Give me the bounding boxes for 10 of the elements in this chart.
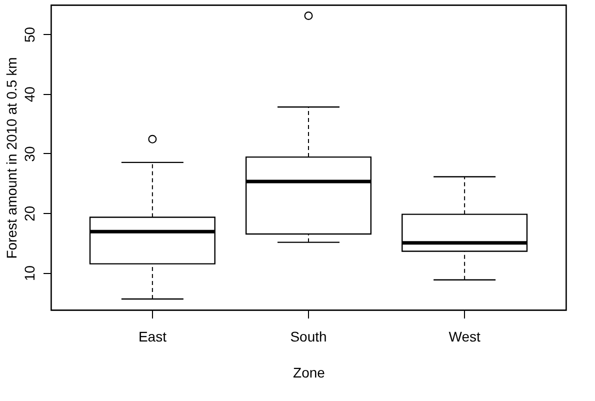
y-tick-label: 40	[22, 86, 38, 102]
x-tick-label: South	[290, 328, 327, 344]
x-axis-title: Zone	[293, 364, 326, 380]
y-tick-label: 30	[22, 146, 38, 162]
x-tick-label: West	[448, 328, 480, 344]
y-axis-title: Forest amount in 2010 at 0.5 km	[4, 57, 20, 259]
y-tick-label: 20	[22, 206, 38, 222]
x-tick-label: East	[138, 328, 167, 344]
y-tick-label: 10	[22, 265, 38, 282]
y-tick-label: 50	[22, 26, 38, 43]
